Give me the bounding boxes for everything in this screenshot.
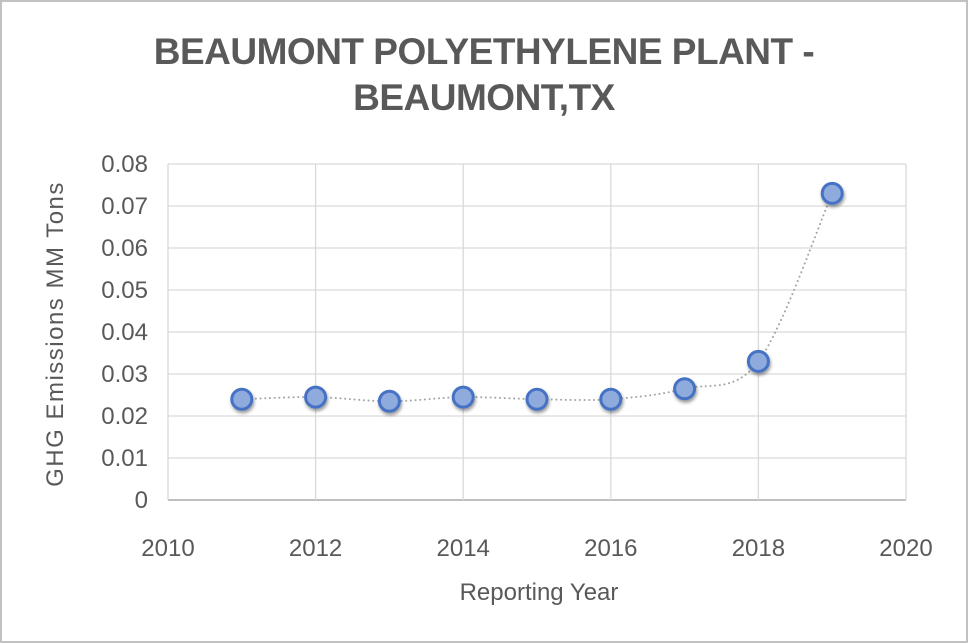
data-point-2017[interactable]: [673, 377, 697, 401]
y-tick-label-0: 0: [135, 487, 148, 514]
data-point-2019[interactable]: [820, 181, 844, 205]
y-tick-label-0.08: 0.08: [101, 151, 148, 178]
y-tick-label-0.04: 0.04: [101, 319, 148, 346]
data-point-2014[interactable]: [451, 385, 475, 409]
x-tick-label-2012: 2012: [289, 535, 342, 562]
data-point-2015[interactable]: [525, 387, 549, 411]
data-point-2018[interactable]: [746, 349, 770, 373]
y-tick-label-0.06: 0.06: [101, 235, 148, 262]
y-tick-label-0.03: 0.03: [101, 361, 148, 388]
chart-title: BEAUMONT POLYETHYLENE PLANT - BEAUMONT,T…: [2, 29, 966, 121]
data-point-2016[interactable]: [599, 387, 623, 411]
x-axis-title: Reporting Year: [459, 579, 619, 606]
x-tick-label-2014: 2014: [437, 535, 490, 562]
y-tick-label-0.05: 0.05: [101, 277, 148, 304]
x-tick-label-2010: 2010: [141, 535, 194, 562]
x-tick-label-2016: 2016: [584, 535, 637, 562]
y-tick-label-0.01: 0.01: [101, 445, 148, 472]
x-tick-label-2018: 2018: [732, 535, 785, 562]
data-point-2011[interactable]: [230, 387, 254, 411]
series-line: [240, 192, 834, 403]
chart-title-line1: BEAUMONT POLYETHYLENE PLANT -: [153, 31, 815, 72]
data-point-2012[interactable]: [304, 385, 328, 409]
y-tick-label-0.02: 0.02: [101, 403, 148, 430]
chart-title-line2: BEAUMONT,TX: [353, 77, 615, 118]
x-tick-label-2020: 2020: [879, 535, 932, 562]
data-point-2013[interactable]: [377, 389, 401, 413]
y-tick-label-0.07: 0.07: [101, 193, 148, 220]
